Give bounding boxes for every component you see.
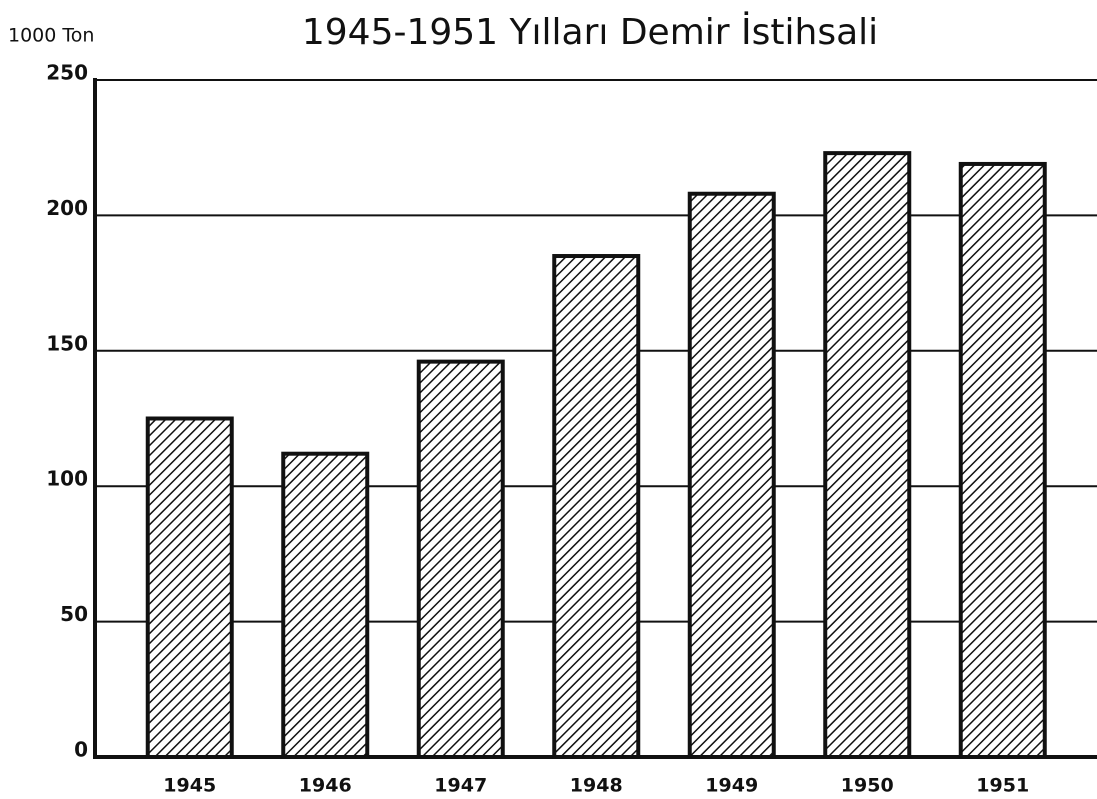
y-tick-label: 100	[46, 467, 88, 491]
x-tick-label: 1949	[705, 775, 758, 797]
y-tick-label: 250	[46, 61, 88, 85]
bar	[281, 451, 370, 759]
bar	[416, 359, 505, 759]
bar	[687, 191, 776, 759]
x-tick-label: 1945	[163, 775, 216, 797]
x-tick-label: 1951	[976, 775, 1029, 797]
x-tick-label: 1946	[299, 775, 352, 797]
bar	[552, 254, 641, 759]
x-tick-label: 1948	[570, 775, 623, 797]
x-tick-label: 1947	[434, 775, 487, 797]
chart-title: 1945-1951 Yılları Demir İstihsali	[302, 11, 878, 53]
y-axis-label: 1000 Ton	[8, 25, 94, 47]
bar	[958, 161, 1047, 759]
x-tick-label: 1950	[841, 775, 894, 797]
y-tick-label: 50	[60, 602, 88, 626]
y-tick-label: 150	[46, 331, 88, 355]
bar	[145, 416, 234, 759]
y-tick-label: 200	[46, 196, 88, 220]
y-tick-label: 0	[74, 738, 88, 762]
bar	[823, 151, 912, 759]
